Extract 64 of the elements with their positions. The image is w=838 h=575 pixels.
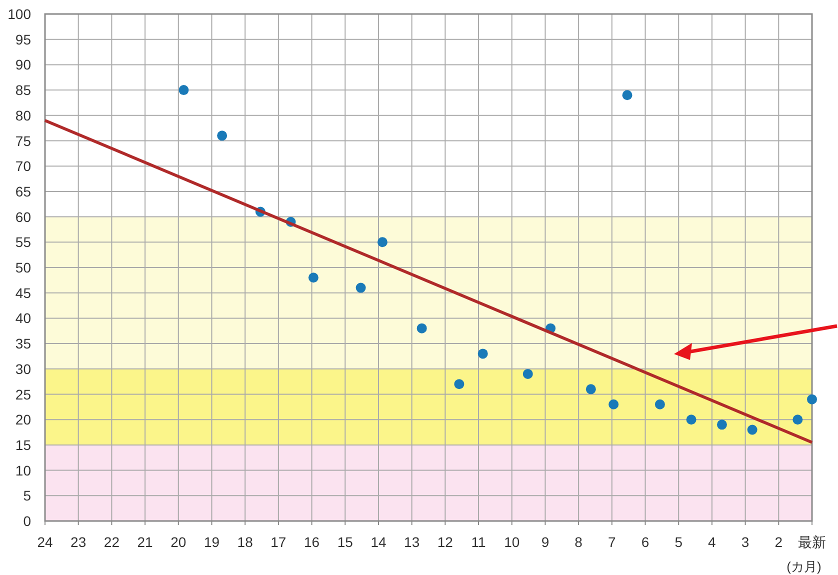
point [454, 379, 464, 390]
x-tick-label: 3 [741, 534, 750, 550]
x-tick-label: 7 [608, 534, 616, 550]
x-tick-label: 19 [204, 534, 220, 550]
point [622, 90, 632, 100]
point [178, 85, 189, 96]
x-tick-label: 15 [337, 534, 354, 550]
y-tick-label: 85 [15, 82, 32, 98]
y-tick-label: 25 [15, 386, 32, 402]
y-tick-label: 45 [15, 284, 32, 301]
y-tick-label: 100 [8, 6, 32, 22]
y-tick-label: 30 [15, 360, 32, 377]
point [377, 237, 388, 248]
x-tick-label: 16 [304, 534, 320, 550]
x-axis-title: (カ月) [786, 559, 822, 574]
point [608, 399, 619, 410]
y-tick-label: 0 [23, 513, 32, 529]
point [686, 414, 696, 425]
y-tick-label: 20 [15, 412, 32, 428]
y-tick-label: 60 [15, 208, 32, 225]
x-tick-label: 10 [504, 534, 520, 550]
point [416, 323, 427, 334]
y-tick-label: 10 [15, 462, 32, 478]
point [747, 424, 758, 435]
x-tick-label: 20 [170, 534, 186, 550]
point [716, 420, 727, 430]
x-tick-label: 5 [674, 534, 683, 550]
y-tick-label: 55 [15, 234, 32, 250]
y-tick-label: 50 [15, 260, 32, 276]
x-tick-label: 23 [70, 534, 86, 550]
point [586, 384, 596, 394]
y-tick-label: 35 [15, 336, 32, 352]
x-tick-label: 4 [708, 534, 716, 550]
x-tick-label: 12 [437, 534, 454, 550]
x-tick-label: 6 [641, 534, 650, 550]
x-tick-label: 24 [37, 534, 53, 550]
y-tick-label: 90 [15, 56, 32, 73]
x-tick-label: 最新 [798, 534, 826, 550]
x-tick-label: 9 [541, 534, 550, 550]
y-tick-label: 65 [15, 183, 32, 200]
point [792, 414, 803, 425]
x-tick-label: 14 [370, 534, 386, 550]
point [807, 394, 817, 404]
point [217, 130, 228, 141]
x-tick-label: 11 [471, 534, 486, 550]
point [654, 399, 665, 410]
x-tick-label: 17 [270, 534, 286, 550]
y-tick-label: 15 [15, 436, 32, 453]
x-tick-label: 13 [404, 534, 420, 550]
point [478, 348, 488, 359]
x-tick-label: 8 [574, 534, 583, 550]
y-tick-label: 70 [15, 158, 32, 174]
x-tick-label: 22 [104, 534, 120, 550]
y-tick-label: 80 [15, 107, 32, 124]
y-tick-label: 95 [15, 31, 32, 48]
y-tick-label: 40 [15, 310, 32, 326]
point [522, 368, 533, 379]
point [308, 272, 318, 283]
y-tick-label: 5 [23, 488, 32, 504]
x-tick-label: 18 [237, 534, 254, 550]
y-tick-label: 75 [15, 132, 32, 149]
x-tick-label: 21 [137, 534, 154, 550]
x-tick-label: 2 [774, 534, 783, 550]
point [356, 282, 366, 293]
